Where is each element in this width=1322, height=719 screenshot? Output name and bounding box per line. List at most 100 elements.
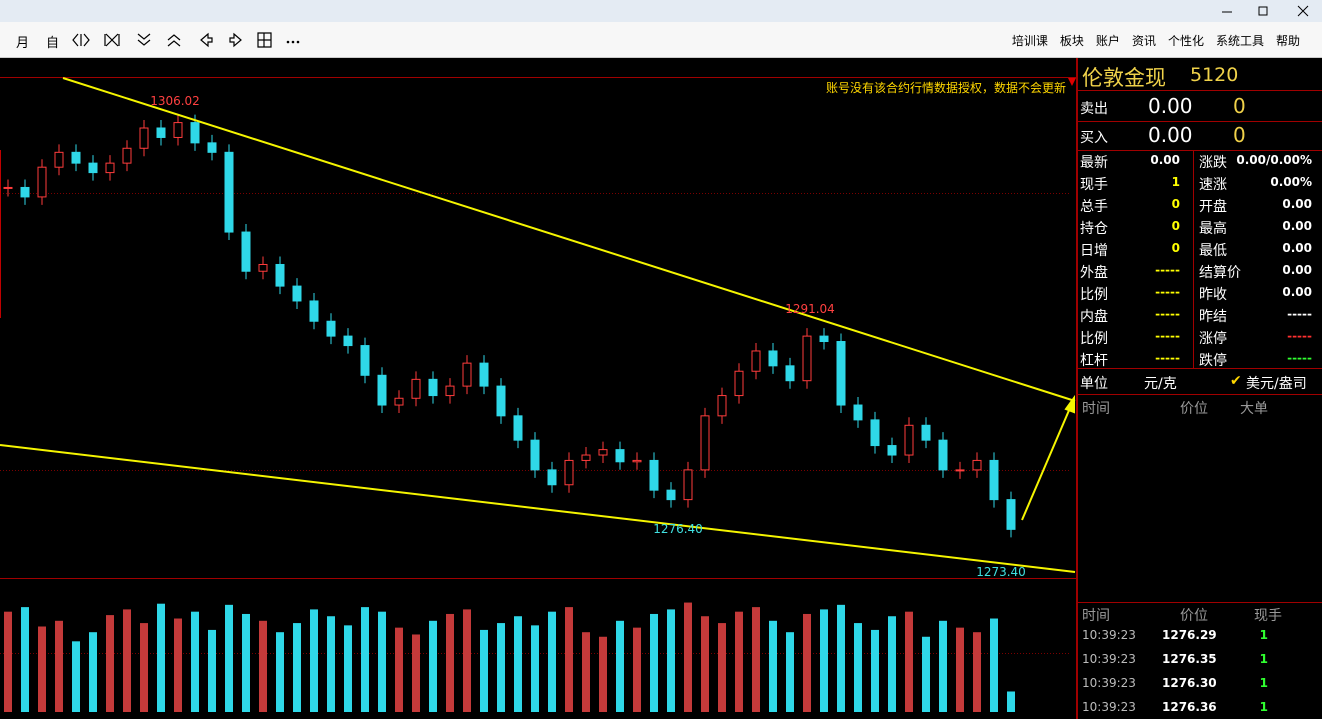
tool-month[interactable]: 月 xyxy=(16,36,30,51)
candle xyxy=(802,335,812,382)
trend-lines xyxy=(0,77,1076,573)
restore[interactable] xyxy=(1258,6,1268,16)
volume-bar xyxy=(259,620,267,712)
book-price: 0.00 xyxy=(1148,123,1193,147)
candle xyxy=(564,459,574,486)
stat-value: 0.00% xyxy=(1270,175,1312,189)
book-label: 买入 xyxy=(1080,130,1108,146)
volume-bar xyxy=(293,623,301,712)
candle xyxy=(428,378,438,397)
stat-label: 跌停 xyxy=(1199,353,1227,369)
candle xyxy=(683,469,693,501)
candle xyxy=(292,285,302,302)
volume-bar xyxy=(531,625,539,712)
unit-option[interactable]: 美元/盎司 xyxy=(1246,376,1307,392)
stat-label: 速涨 xyxy=(1199,177,1227,193)
icon-right[interactable] xyxy=(229,32,242,48)
volume-bar xyxy=(378,611,386,712)
candle xyxy=(122,147,132,164)
stat-label: 外盘 xyxy=(1080,265,1108,281)
volume-bar xyxy=(89,632,97,712)
stat-value: 0.00 xyxy=(1150,153,1180,167)
menu-item[interactable]: 资讯 xyxy=(1131,34,1156,48)
candle xyxy=(3,186,13,189)
column-header: 时间 xyxy=(1082,401,1110,417)
volume-bar xyxy=(480,629,488,712)
volume-bar xyxy=(4,611,12,712)
trade-volume: 1 xyxy=(1259,652,1268,666)
stat-value: ----- xyxy=(1155,329,1180,343)
volume-bar xyxy=(157,603,165,712)
stat-value: ----- xyxy=(1287,329,1312,343)
column-header: 价位 xyxy=(1180,401,1208,417)
stat-value: 0.00 xyxy=(1282,197,1312,211)
candle xyxy=(139,127,149,149)
volume-bar xyxy=(446,613,454,712)
window-controls xyxy=(1222,5,1309,17)
candle xyxy=(241,231,251,272)
tool-custom[interactable]: 自 xyxy=(46,36,60,51)
instrument-code: 5120 xyxy=(1190,64,1239,86)
volume-bar xyxy=(769,620,777,712)
volume-bar xyxy=(735,611,743,712)
candle xyxy=(207,142,217,153)
candle xyxy=(836,341,846,406)
icon-down[interactable] xyxy=(137,33,151,46)
icon-left[interactable] xyxy=(200,32,213,48)
candle xyxy=(547,469,557,486)
icon-up[interactable] xyxy=(167,34,181,47)
book-volume: 0 xyxy=(1233,94,1246,118)
instrument-name: 伦敦金现 xyxy=(1082,66,1166,90)
stat-label: 比例 xyxy=(1080,331,1108,347)
candle xyxy=(445,385,455,397)
menu-item[interactable]: 账户 xyxy=(1095,34,1120,48)
candle xyxy=(615,449,625,463)
trade-time: 10:39:23 xyxy=(1082,652,1136,666)
volume-bar xyxy=(565,607,573,712)
notice: 账号没有该合约行情数据授权，数据不会更新 xyxy=(826,80,1066,95)
stat-value: 0.00/0.00% xyxy=(1236,153,1312,167)
menu-item[interactable]: 系统工具 xyxy=(1215,34,1264,48)
stat-label: 结算价 xyxy=(1199,265,1241,281)
menu-item[interactable]: 帮助 xyxy=(1275,34,1300,48)
candle xyxy=(156,127,166,138)
volume-bar xyxy=(786,632,794,712)
candle xyxy=(700,415,710,471)
candle xyxy=(649,459,659,491)
candle xyxy=(938,439,948,471)
close[interactable] xyxy=(1297,5,1309,17)
candle xyxy=(870,419,880,447)
candle xyxy=(360,345,370,376)
stat-value: ----- xyxy=(1155,285,1180,299)
column-header: 价位 xyxy=(1180,608,1208,624)
stat-value: 0.00 xyxy=(1282,241,1312,255)
candle xyxy=(751,350,761,372)
candle xyxy=(258,263,268,272)
stat-value: 0 xyxy=(1171,241,1180,255)
volume-bar xyxy=(242,613,250,712)
candle xyxy=(768,350,778,367)
quote-panel: 伦敦金现 5120 卖出 0.00 0 买入 0.00 0 最新 0.00 涨跌 0.00/0.00%… xyxy=(1076,58,1322,719)
menu-item[interactable]: 个性化 xyxy=(1167,34,1204,48)
icon-shrink[interactable] xyxy=(104,33,120,47)
menu-item[interactable]: 板块 xyxy=(1059,34,1084,48)
trade-volume: 1 xyxy=(1259,700,1268,714)
icon-zoom[interactable] xyxy=(72,33,90,47)
stat-label: 日增 xyxy=(1080,243,1108,259)
high-label: 1306.02 xyxy=(150,94,200,108)
volume-bar xyxy=(990,618,998,712)
menu-item[interactable]: 培训课 xyxy=(1011,34,1048,48)
candle xyxy=(105,162,115,174)
trade-price: 1276.36 xyxy=(1162,700,1217,714)
icon-more[interactable] xyxy=(286,40,300,44)
stat-value: ----- xyxy=(1287,351,1312,365)
candle xyxy=(411,378,421,399)
stat-label: 最新 xyxy=(1080,155,1108,171)
stat-label: 现手 xyxy=(1080,177,1108,193)
stat-label: 杠杆 xyxy=(1080,353,1108,369)
book-label: 卖出 xyxy=(1080,101,1108,117)
stat-value: 0.00 xyxy=(1282,263,1312,277)
icon-layout[interactable] xyxy=(257,32,272,48)
volume-bar xyxy=(701,616,709,712)
